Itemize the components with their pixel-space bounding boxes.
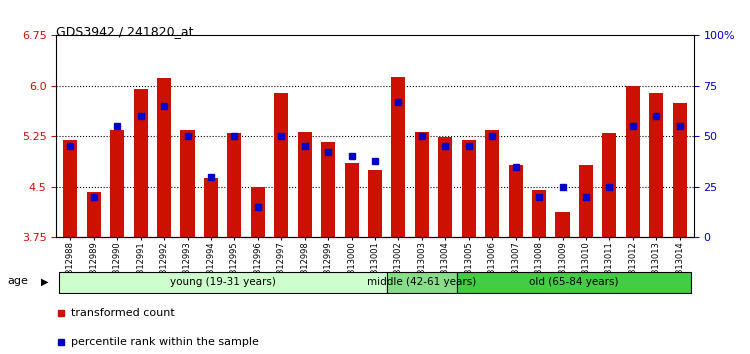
Bar: [392, 77, 406, 237]
Text: GDS3942 / 241820_at: GDS3942 / 241820_at: [56, 25, 194, 38]
Bar: [556, 212, 569, 237]
Bar: [602, 133, 616, 237]
Bar: [63, 140, 77, 237]
Bar: [181, 130, 194, 237]
Text: young (19-31 years): young (19-31 years): [170, 277, 275, 287]
Bar: [462, 140, 476, 237]
Bar: [110, 130, 125, 237]
Bar: [387, 273, 457, 293]
Text: age: age: [8, 276, 28, 286]
Bar: [457, 273, 692, 293]
Bar: [650, 93, 663, 237]
Bar: [509, 165, 523, 237]
Text: middle (42-61 years): middle (42-61 years): [368, 277, 476, 287]
Bar: [579, 165, 593, 237]
Bar: [485, 130, 500, 237]
Text: transformed count: transformed count: [70, 308, 175, 318]
Bar: [368, 170, 382, 237]
Text: old (65-84 years): old (65-84 years): [530, 277, 619, 287]
Bar: [626, 86, 640, 237]
Bar: [157, 78, 171, 237]
Bar: [438, 137, 452, 237]
Bar: [298, 132, 312, 237]
Bar: [415, 132, 429, 237]
Bar: [134, 89, 148, 237]
Bar: [227, 133, 242, 237]
Bar: [532, 190, 546, 237]
Bar: [344, 163, 358, 237]
Bar: [274, 93, 288, 237]
Bar: [204, 178, 218, 237]
Bar: [87, 192, 100, 237]
Bar: [321, 142, 335, 237]
Text: percentile rank within the sample: percentile rank within the sample: [70, 337, 259, 347]
Bar: [251, 187, 265, 237]
Text: ▶: ▶: [41, 276, 49, 286]
Bar: [673, 103, 687, 237]
Bar: [58, 273, 387, 293]
